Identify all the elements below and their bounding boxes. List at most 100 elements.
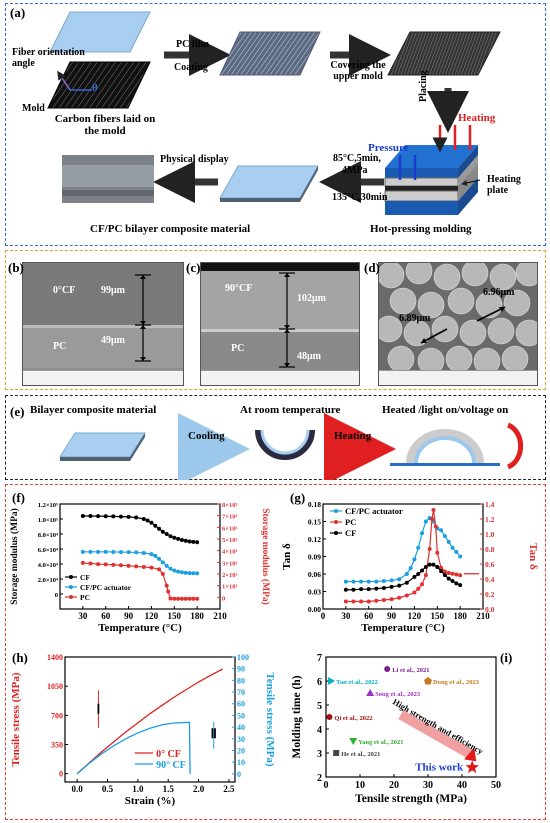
data-point: [141, 517, 146, 521]
panel-bcd-frame: [5, 250, 546, 390]
x-axis-label: Tensile strength (MPa): [355, 793, 467, 805]
fiber-orientation-text: Fiber orientation angle: [12, 47, 85, 69]
e-room-temp-text: At room temperature: [240, 404, 341, 416]
data-point: [442, 573, 447, 578]
y-left-tick-label: 1050: [47, 682, 63, 691]
b-thickness-1: 99μm: [101, 285, 125, 296]
panel-g-label: (g): [290, 490, 306, 505]
coating-text: Coating: [174, 62, 208, 73]
data-point: [160, 572, 165, 576]
y-tick-label: 5: [317, 701, 322, 712]
y-right-tick-label: 3×10³: [222, 560, 237, 567]
y-left-axis-label: Tan δ: [281, 543, 293, 570]
data-point: [416, 545, 421, 550]
data-point: [450, 579, 455, 583]
data-point: [374, 579, 379, 584]
y-left-tick-label: 0.06: [308, 570, 321, 579]
e-heated-text: Heated /light on/voltage on: [382, 404, 509, 416]
sem-image-d: 6.96μm 6.89μm: [378, 262, 538, 386]
data-point: [172, 596, 177, 601]
data-point: [446, 539, 451, 544]
x-tick-label: 30: [423, 780, 433, 791]
chart-g: 0 30 60 90 120 150 180 210 Temperature (°C) 0.00 0…: [281, 500, 539, 634]
y-right-tick-label: 30: [237, 735, 245, 744]
data-point: [118, 514, 123, 519]
data-point: [458, 554, 463, 559]
point-label: Li et al., 2021: [392, 667, 429, 674]
y-right-tick-label: 1.2: [485, 515, 495, 524]
condition-1: 85°C,5min,: [333, 153, 381, 164]
data-point: [397, 595, 402, 600]
data-point: [96, 549, 101, 554]
data-point: [404, 593, 409, 598]
e-cooling-text: Cooling: [188, 430, 225, 442]
data-point: [439, 569, 444, 574]
x-tick-label: 10: [355, 780, 365, 791]
y-left-tick-label: 1.0×10⁵: [38, 517, 58, 524]
data-point: [458, 573, 463, 578]
pc-film-text: PC film: [176, 39, 210, 50]
data-point: [80, 549, 85, 554]
y-left-tick-label: 0.03: [308, 588, 321, 597]
data-point: [454, 549, 459, 554]
c-cf-label: 90°CF: [225, 283, 253, 294]
data-point: [195, 596, 200, 601]
y-right-tick-label: 40: [237, 723, 245, 732]
data-point: [157, 556, 162, 561]
data-point: [450, 571, 455, 576]
series-line-0-cf: [76, 668, 223, 775]
legend-marker: [69, 585, 73, 589]
data-point: [176, 569, 181, 574]
data-point: [397, 583, 402, 588]
data-point: [166, 589, 171, 594]
legend-marker: [69, 595, 73, 599]
data-point: [374, 586, 379, 591]
data-point: [439, 565, 444, 570]
point-label: Yang et al., 2021: [358, 739, 403, 746]
legend-label: 90° CF: [156, 760, 186, 771]
panel-i-label: (i): [500, 650, 513, 665]
legend-marker: [334, 520, 338, 524]
data-point: [96, 562, 101, 567]
y-right-tick-label: 6×10³: [222, 525, 237, 532]
data-point: [164, 583, 169, 588]
legend-marker: [334, 531, 338, 535]
series-line-cf: [345, 564, 461, 591]
data-point: [176, 536, 181, 541]
y-right-tick-label: 0: [222, 595, 225, 602]
plot-frame: [59, 503, 221, 610]
y-tick-label: 6: [317, 677, 322, 688]
y-right-tick-label: 5×10³: [222, 537, 237, 544]
y-tick-label: 2: [317, 773, 322, 784]
hot-pressing-text: Hot-pressing molding: [370, 223, 472, 235]
x-tick-label: 210: [213, 611, 227, 621]
data-point: [408, 566, 413, 571]
data-point: [446, 576, 451, 581]
y-right-axis-label: Storage modulus (MPa): [260, 508, 271, 605]
data-point: [96, 514, 101, 519]
sem-image-b: 0°CF PC 99μm 49μm: [22, 262, 184, 386]
data-point: [439, 528, 444, 533]
hot-press-stack: [384, 145, 478, 215]
x-axis-label: Temperature (°C): [361, 622, 445, 634]
data-point: [404, 572, 409, 576]
y-right-tick-label: 100: [237, 653, 249, 662]
y-left-tick-label: 1.2×10⁵: [38, 502, 58, 509]
plot-frame: [64, 656, 236, 783]
d-diameter-2: 6.89μm: [399, 313, 431, 324]
data-point: [416, 572, 421, 576]
data-point: [168, 534, 173, 539]
point-marker: [349, 738, 358, 745]
coated-sheet: [219, 31, 321, 76]
data-point: [126, 550, 131, 555]
data-point: [141, 551, 146, 555]
data-point: [351, 599, 356, 604]
data-point: [427, 547, 432, 551]
data-point: [160, 529, 165, 534]
y-right-tick-label: 4×10³: [222, 549, 237, 556]
y-right-tick-label: 10: [237, 758, 245, 767]
x-tick-label: 0: [324, 780, 329, 791]
data-point: [111, 549, 116, 554]
legend-label: 0° CF: [156, 749, 181, 760]
data-point: [427, 562, 432, 567]
